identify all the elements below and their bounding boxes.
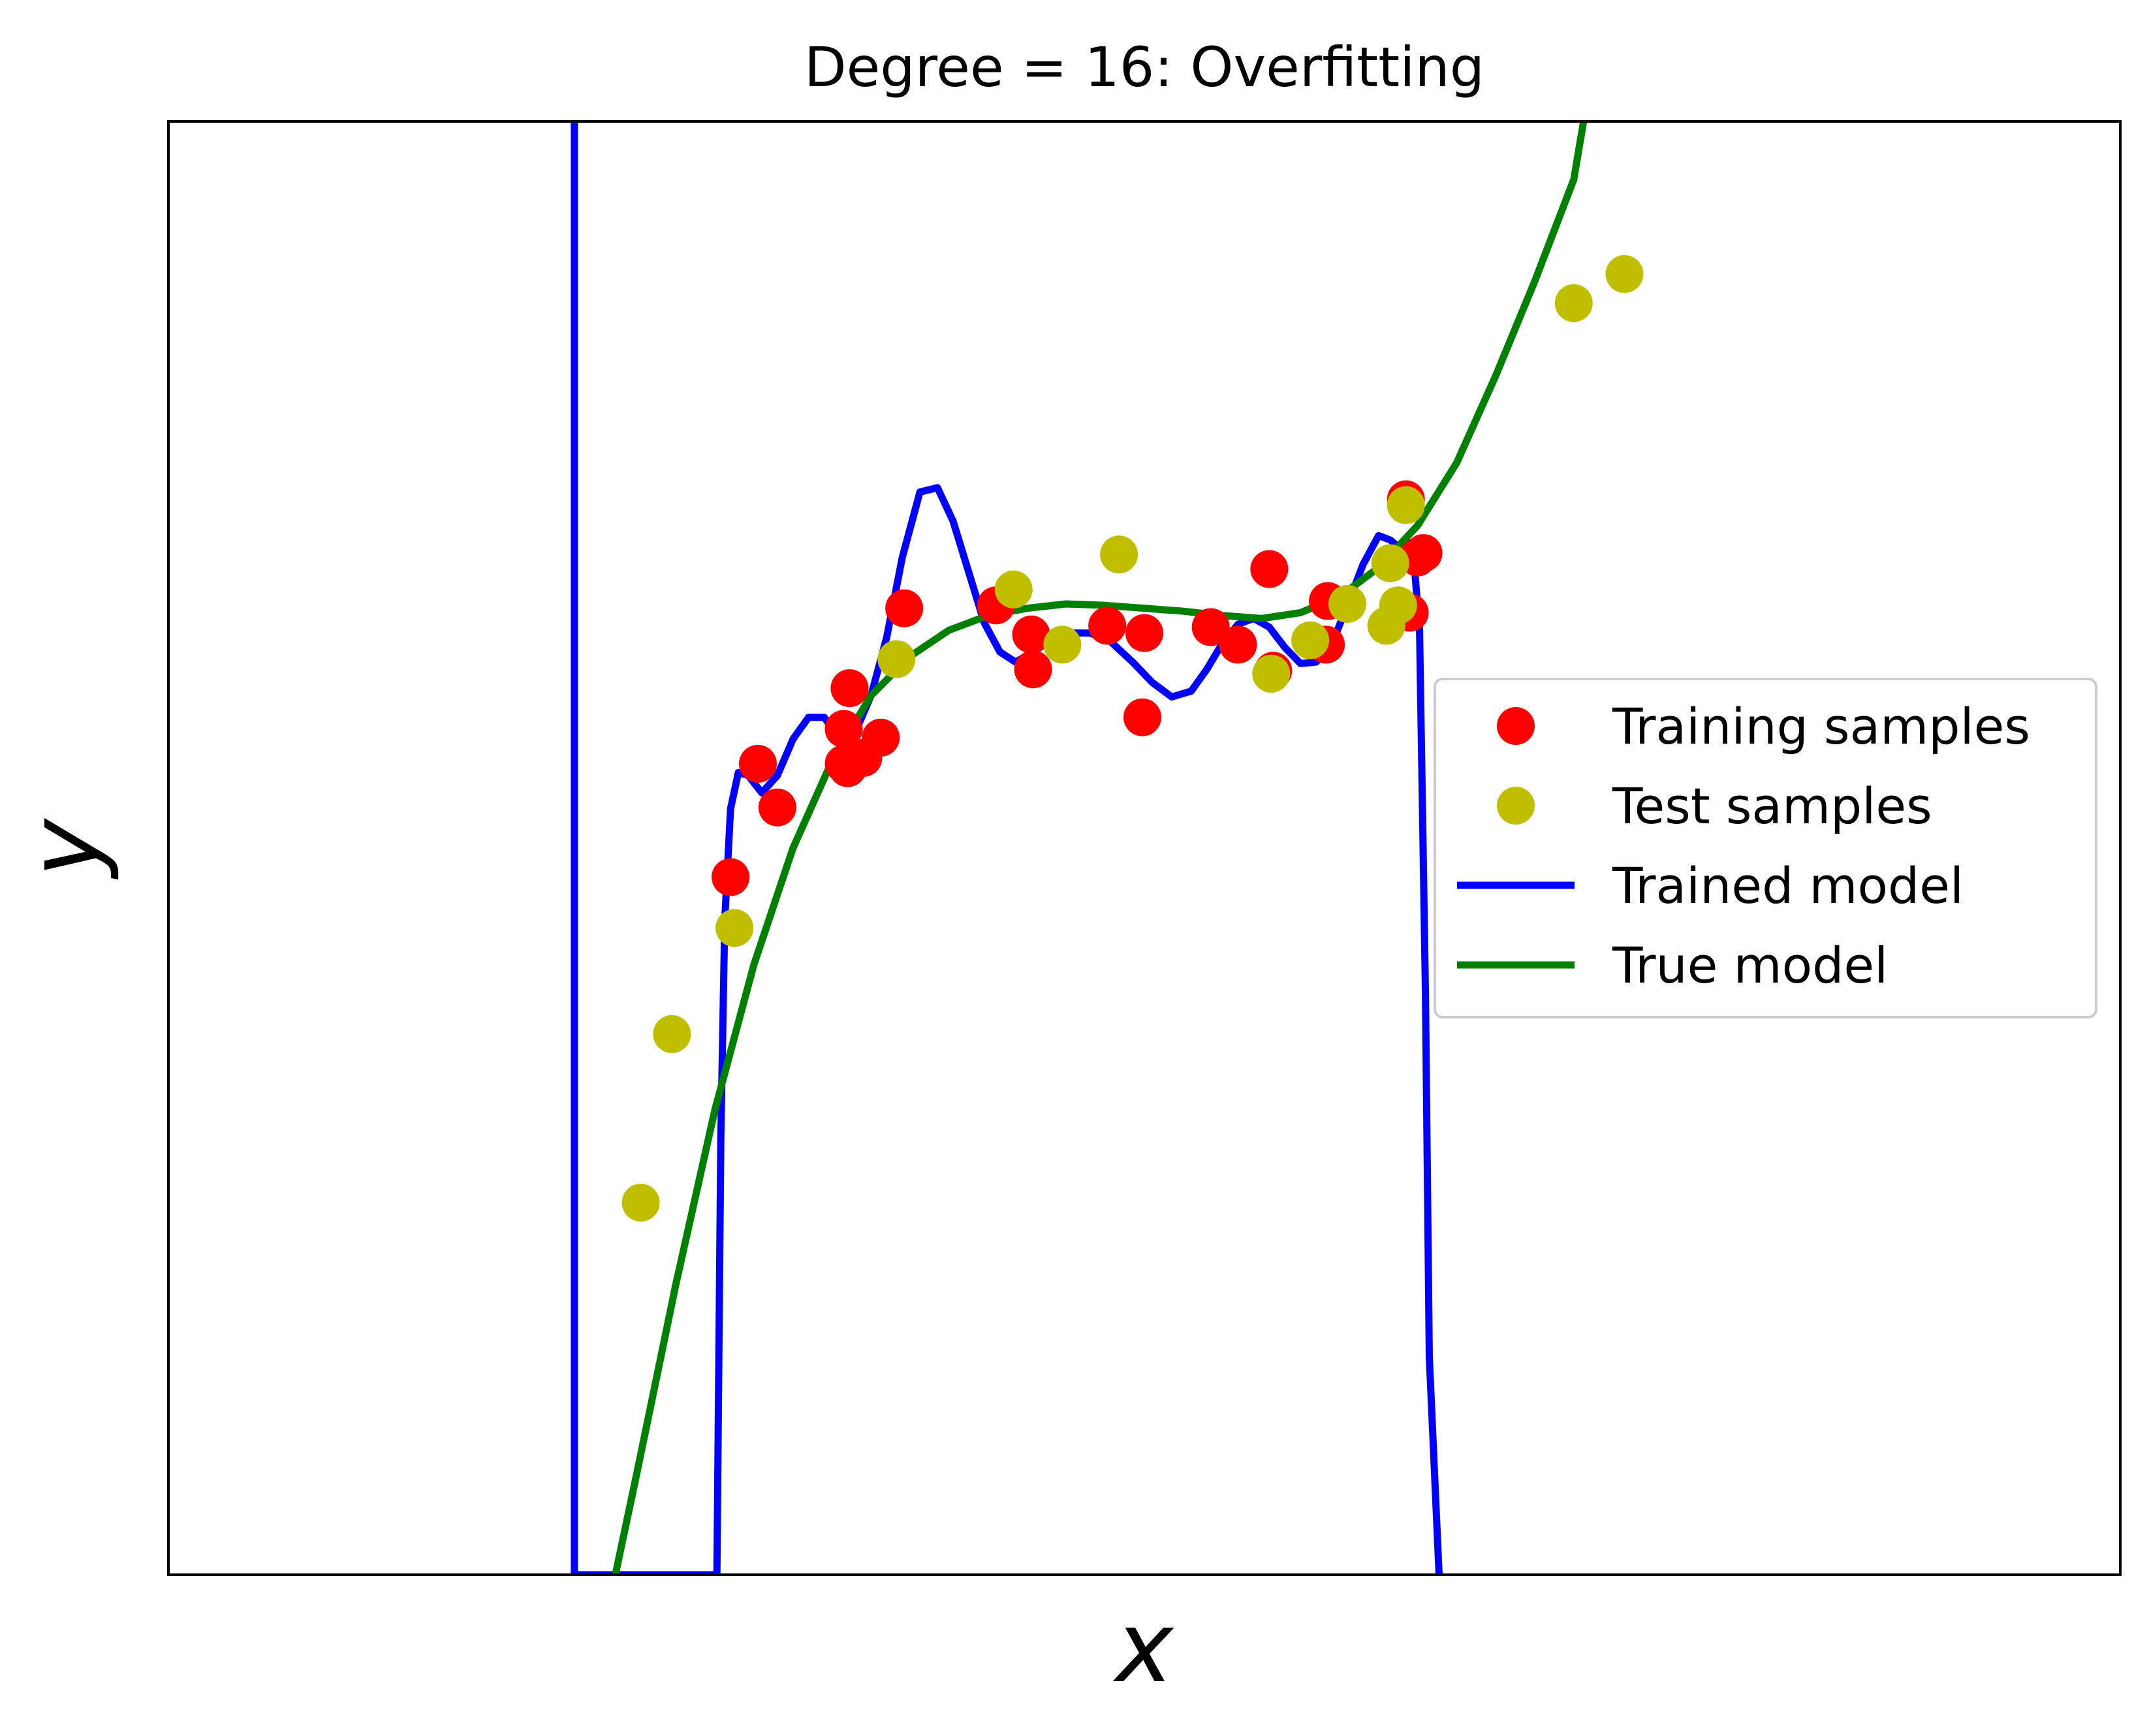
legend: Training samples Test samples Trained mode… — [1434, 678, 2097, 1018]
test-sample-point — [653, 1015, 691, 1053]
training-sample-point — [712, 858, 750, 896]
training-sample-point — [824, 710, 863, 748]
training-sample-point — [739, 744, 777, 783]
test-sample-point — [877, 640, 916, 678]
training-sample-point — [758, 788, 796, 827]
legend-trained-model-label: Trained model — [1612, 857, 1964, 915]
test-sample-point — [1554, 284, 1593, 323]
test-sample-point — [621, 1184, 660, 1222]
training-sample-point — [862, 718, 900, 757]
test-sample-point — [1387, 486, 1425, 524]
training-sample-point — [1123, 698, 1161, 736]
test-sample-point — [994, 570, 1033, 608]
test-sample-point — [1371, 544, 1409, 582]
x-axis-label: x — [1113, 1591, 1175, 1705]
legend-training-samples-swatch — [1497, 707, 1535, 745]
training-sample-point — [1219, 625, 1257, 664]
plot-points — [621, 255, 1644, 1222]
test-sample-point — [1100, 535, 1138, 574]
legend-box — [1434, 678, 2097, 1018]
test-sample-point — [1252, 654, 1291, 693]
test-sample-point — [715, 909, 754, 947]
training-sample-point — [1012, 615, 1050, 654]
legend-true-model-label: True model — [1612, 936, 1888, 994]
training-sample-point — [1191, 608, 1230, 646]
training-sample-point — [885, 589, 924, 627]
test-sample-point — [1043, 625, 1082, 664]
true-model-line — [612, 121, 1588, 1575]
test-sample-point — [1328, 585, 1366, 623]
test-sample-point — [1379, 586, 1417, 625]
training-sample-point — [1250, 550, 1289, 588]
training-sample-point — [1404, 534, 1443, 573]
chart-title: Degree = 16: Overfitting — [804, 35, 1484, 99]
training-sample-point — [1014, 650, 1052, 689]
y-axis-label: y — [8, 817, 121, 879]
plot-frame — [167, 120, 2122, 1576]
training-sample-point — [1125, 614, 1163, 652]
legend-test-samples-label: Test samples — [1612, 777, 1932, 835]
test-sample-point — [1291, 621, 1330, 659]
legend-training-samples-label: Training samples — [1612, 697, 2030, 755]
training-sample-point — [1088, 607, 1127, 645]
training-sample-point — [830, 669, 869, 708]
test-sample-point — [1605, 255, 1644, 293]
legend-test-samples-swatch — [1497, 787, 1535, 825]
